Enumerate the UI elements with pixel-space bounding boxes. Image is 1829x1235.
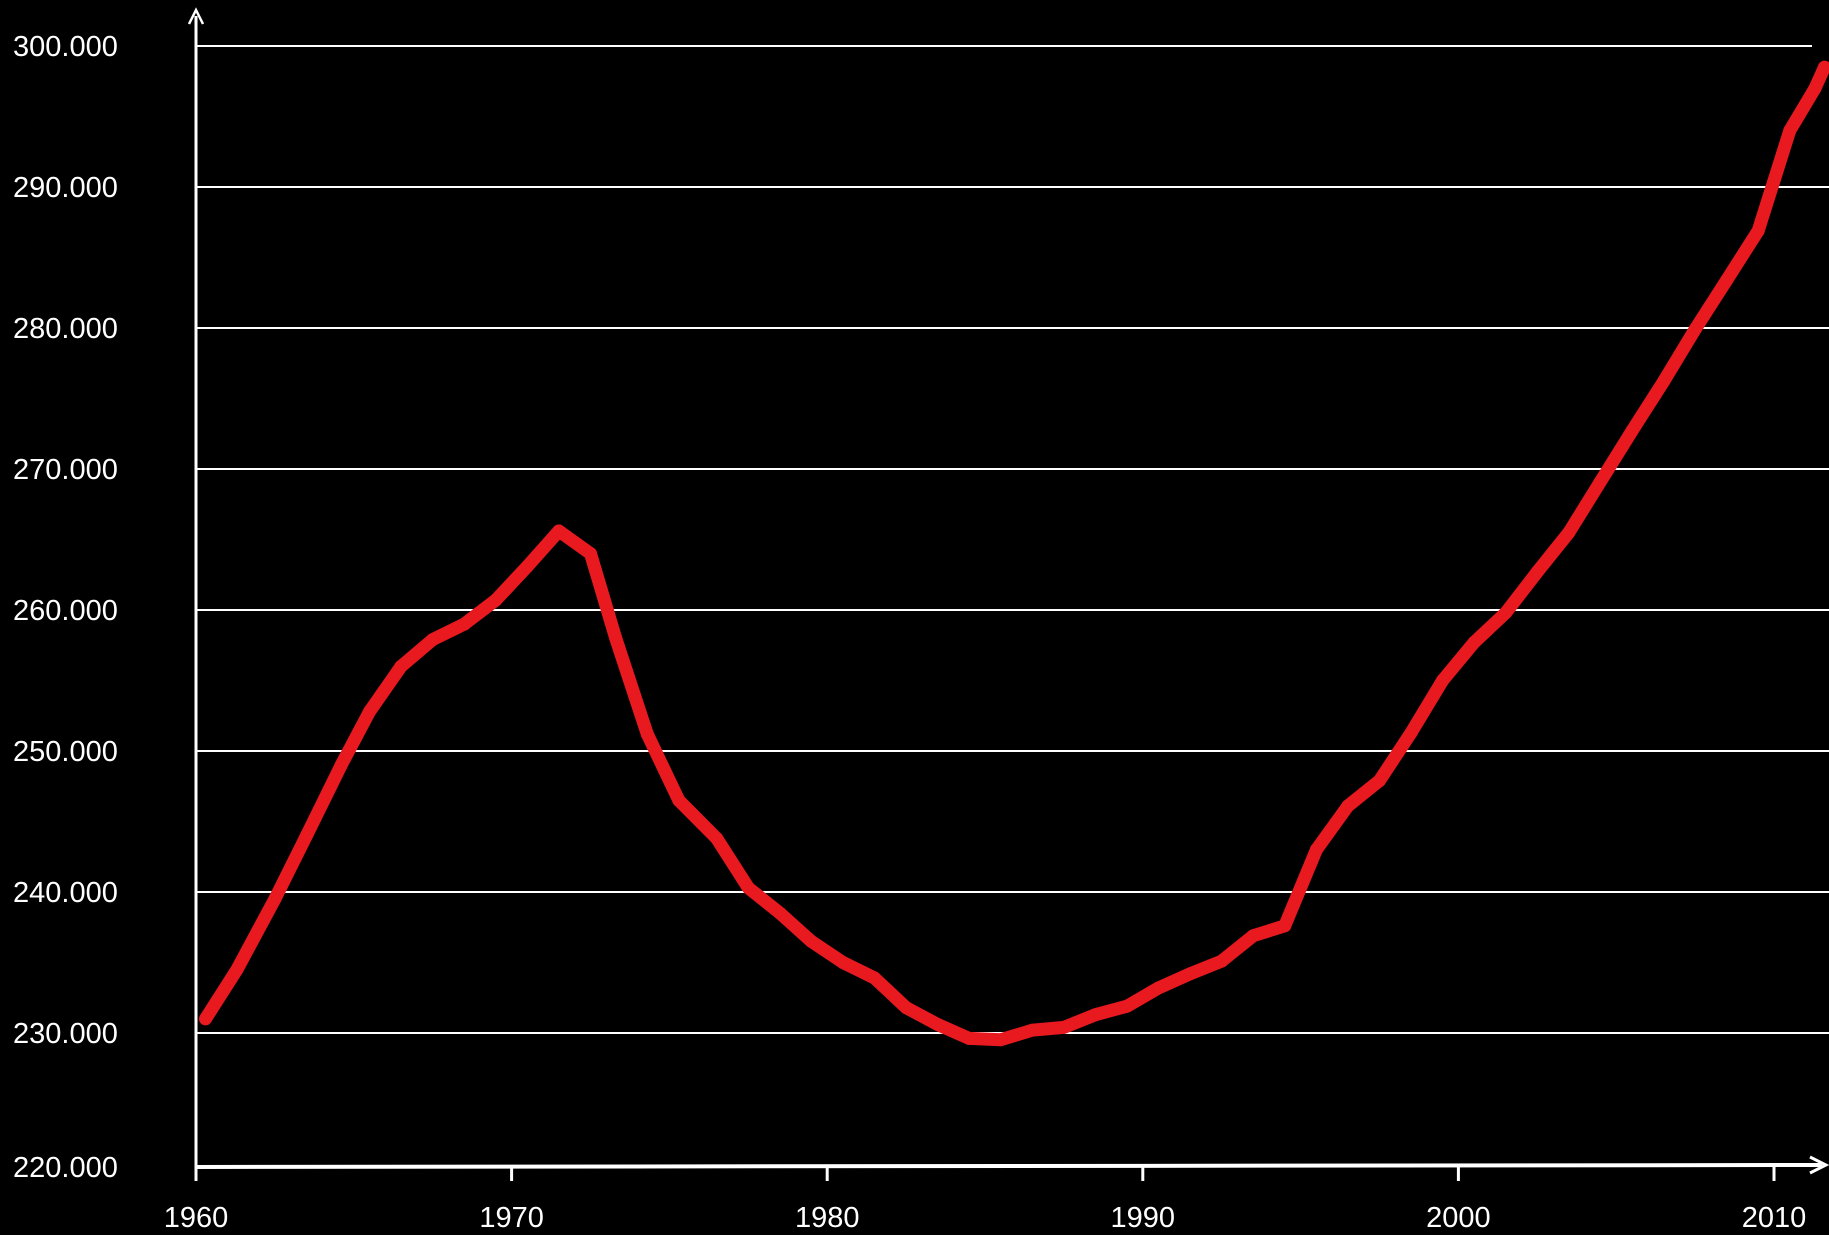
y-tick-label: 250.000 — [13, 736, 118, 768]
data-point — [1120, 999, 1134, 1013]
data-point — [426, 633, 440, 647]
data-point — [1720, 273, 1734, 287]
data-point — [1562, 526, 1576, 539]
data-point — [1436, 674, 1450, 687]
data-point — [1341, 799, 1355, 813]
y-axis-tick-labels: 220.000 230.000 240.000 250.000 260.000 270.0… — [13, 31, 118, 1184]
y-tick-label: 230.000 — [13, 1018, 118, 1050]
data-point — [520, 559, 534, 573]
x-tick-label: 2000 — [1426, 1202, 1491, 1234]
y-tick-label: 270.000 — [13, 454, 118, 486]
data-point — [868, 971, 881, 985]
data-point — [994, 1033, 1008, 1047]
data-point — [457, 617, 471, 631]
x-axis-ticks — [194, 1166, 1776, 1181]
x-axis-tick-labels: 1960 1970 1980 1990 2000 2010 — [164, 1202, 1807, 1234]
y-tick-label: 220.000 — [13, 1152, 118, 1184]
y-tick-label: 260.000 — [13, 595, 118, 627]
data-point — [710, 831, 724, 845]
data-point — [489, 593, 503, 607]
y-axis-arrow-icon — [187, 7, 205, 25]
data-point — [552, 524, 566, 538]
data-point — [1373, 774, 1386, 788]
gridlines — [196, 45, 1829, 1034]
data-point — [899, 1001, 913, 1015]
data-point — [1783, 124, 1797, 138]
data-point — [804, 934, 818, 948]
data-point — [962, 1031, 976, 1045]
data-point — [1278, 919, 1292, 933]
data-point — [394, 659, 408, 673]
data-point — [1657, 375, 1670, 389]
data-point — [1309, 843, 1323, 857]
data-point — [1057, 1020, 1071, 1034]
series-group — [199, 60, 1829, 1047]
data-point — [1688, 322, 1702, 336]
data-point — [300, 829, 313, 843]
data-point — [1404, 726, 1418, 740]
data-point — [640, 727, 654, 741]
data-point — [199, 1012, 212, 1026]
data-point — [230, 963, 244, 976]
data-point — [584, 547, 597, 561]
data-point — [1625, 424, 1639, 438]
data-point — [931, 1018, 945, 1031]
series-line-0 — [200, 64, 1829, 1047]
x-tick-label: 2010 — [1742, 1202, 1807, 1234]
data-point — [672, 793, 686, 807]
data-point — [1499, 606, 1513, 620]
y-tick-label: 300.000 — [13, 31, 118, 63]
data-point — [836, 956, 850, 969]
x-tick-label: 1980 — [795, 1202, 860, 1234]
data-point — [1215, 954, 1229, 968]
data-point — [1183, 967, 1197, 981]
data-point — [334, 758, 348, 772]
data-point — [1089, 1008, 1102, 1022]
data-point — [1593, 475, 1607, 489]
data-point — [1246, 929, 1260, 943]
x-axis-arrow-icon — [1809, 1155, 1829, 1175]
data-point — [1152, 981, 1166, 995]
data-point — [1025, 1023, 1039, 1037]
data-point — [1467, 635, 1481, 649]
data-point — [1818, 60, 1829, 74]
axes — [187, 7, 1829, 1175]
data-point — [773, 906, 787, 920]
y-tick-label: 240.000 — [13, 877, 118, 909]
data-point — [1530, 565, 1544, 579]
x-tick-label: 1970 — [479, 1202, 544, 1234]
x-tick-label: 1960 — [164, 1202, 229, 1234]
data-point — [1751, 224, 1765, 238]
y-tick-label: 290.000 — [13, 172, 118, 204]
y-tick-label: 280.000 — [13, 313, 118, 345]
x-tick-label: 1990 — [1111, 1202, 1176, 1234]
x-axis-line — [195, 1163, 1823, 1169]
data-point — [741, 881, 755, 895]
data-point — [609, 631, 623, 645]
data-point — [1808, 81, 1822, 95]
data-point — [268, 892, 282, 906]
data-point — [363, 705, 377, 718]
